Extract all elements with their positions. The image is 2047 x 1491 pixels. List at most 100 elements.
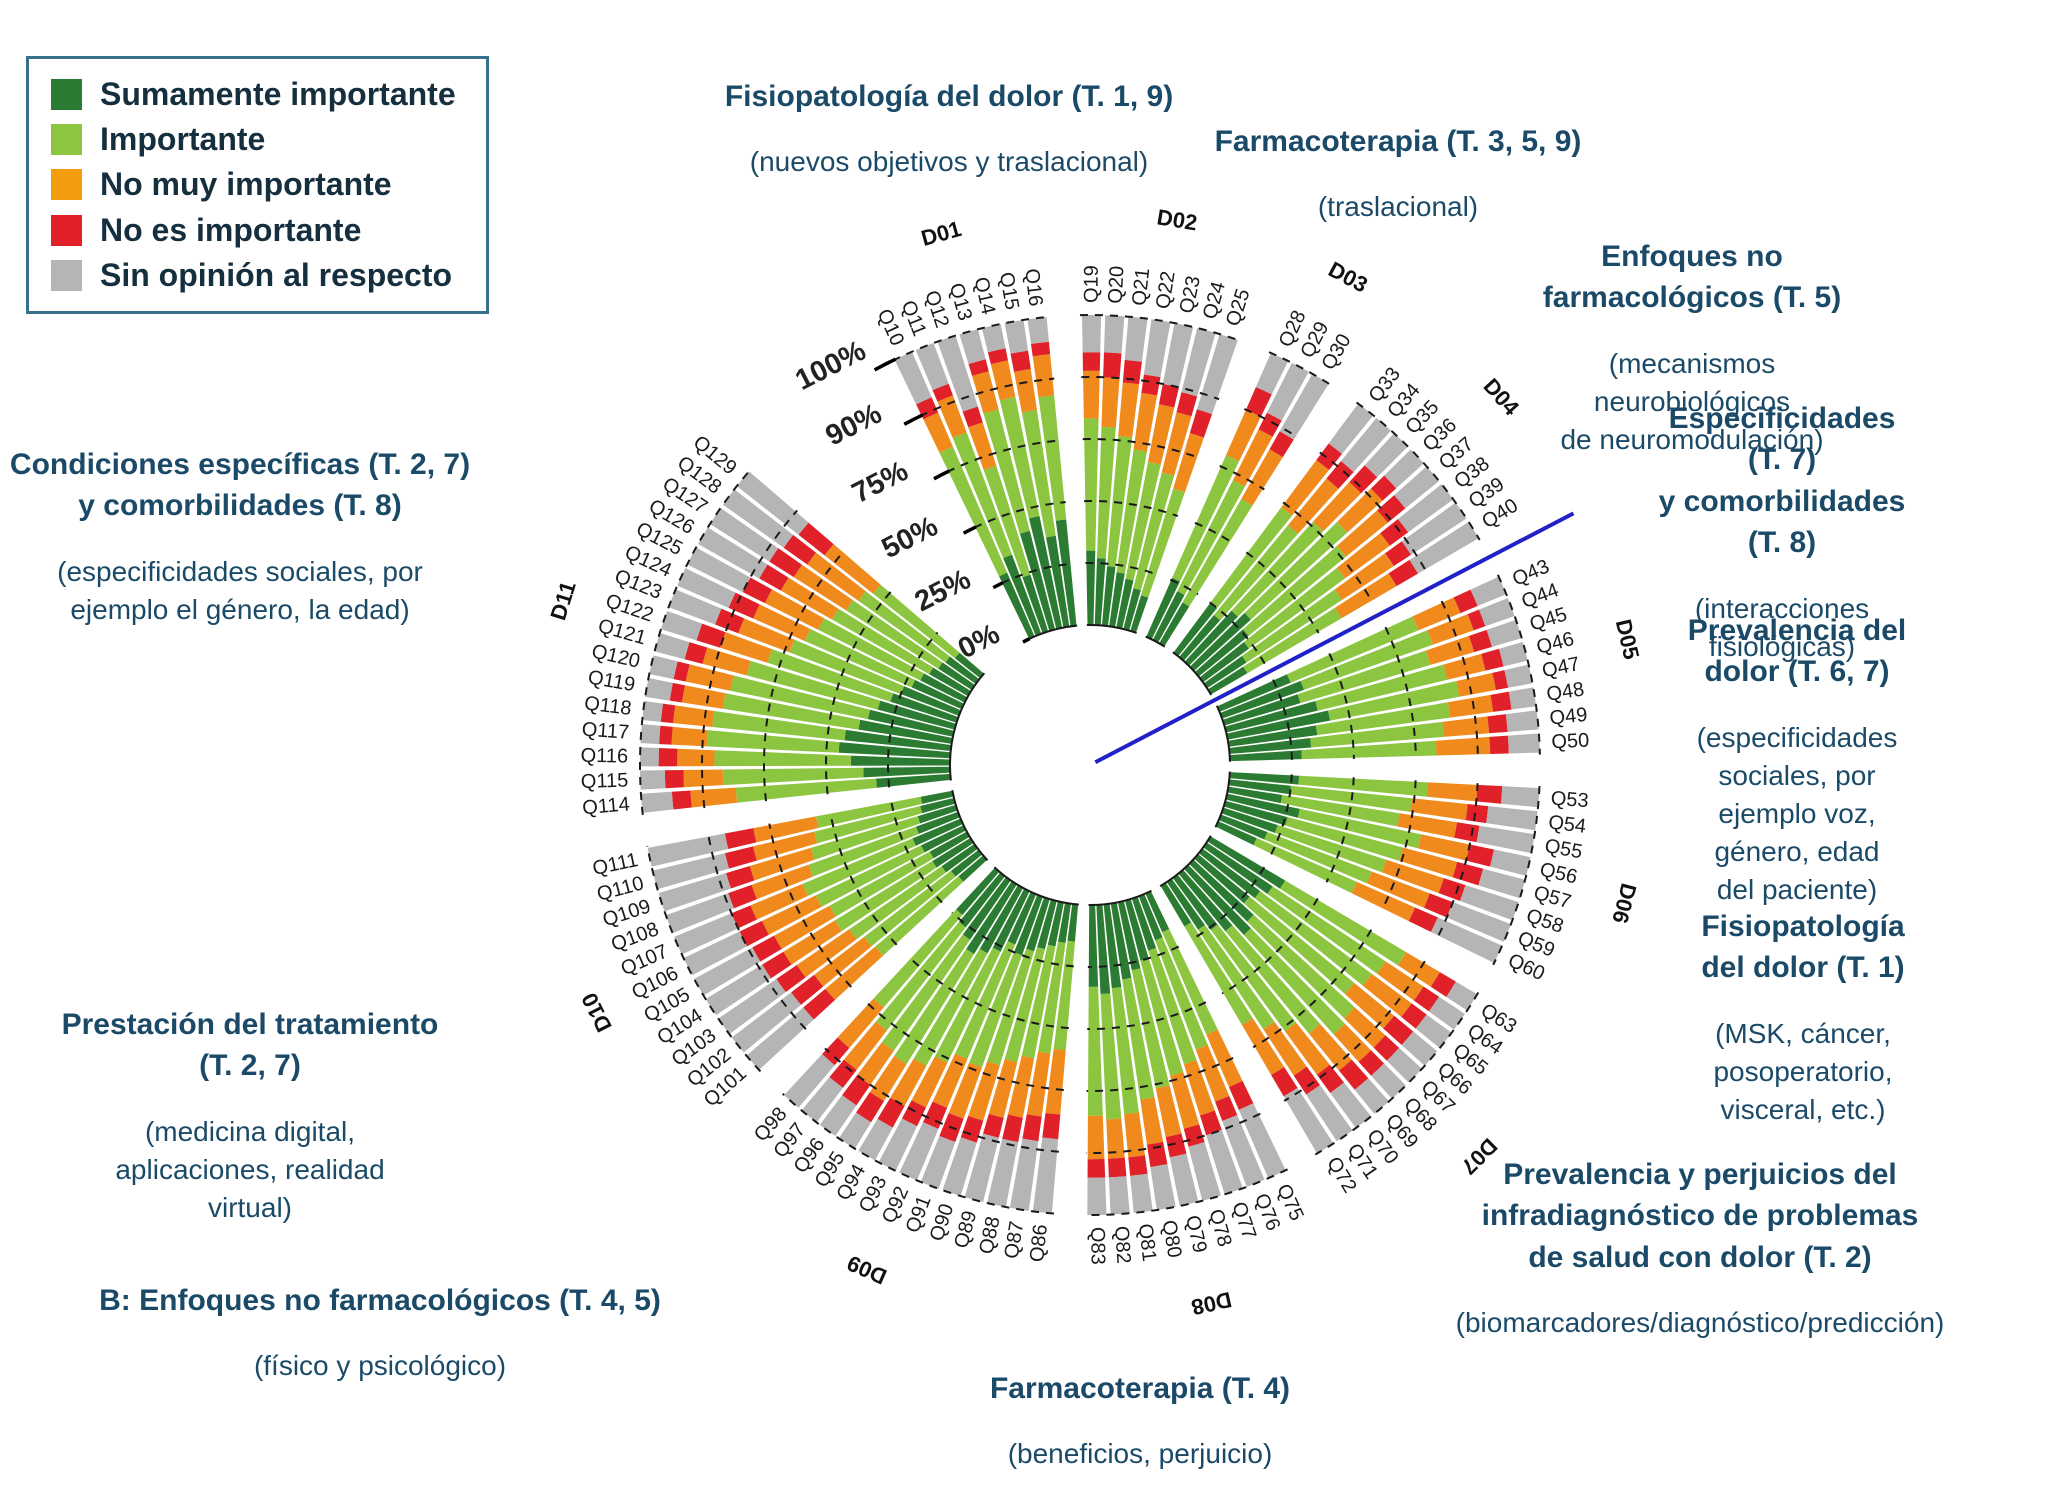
- bar-Q25-segment-0: [1130, 595, 1149, 633]
- bar-Q72-segment-2: [1241, 1018, 1285, 1076]
- grid-arc-50: [973, 501, 1066, 529]
- domain-D10: Q101Q102Q103Q104Q105Q106Q107Q108Q109Q110…: [576, 789, 989, 1111]
- bar-Q11-segment-2: [937, 395, 967, 438]
- bar-Q82-segment-2: [1106, 1118, 1125, 1159]
- annotation-farmacoterapia-d08: Farmacoterapia (T. 4) (beneficios, perju…: [990, 1350, 1290, 1491]
- bar-Q23-segment-2: [1147, 404, 1175, 465]
- question-label-Q19: Q19: [1081, 265, 1103, 303]
- bar-Q45-segment-2: [1425, 635, 1475, 665]
- bar-Q83-segment-2: [1087, 1115, 1105, 1160]
- bar-Q72-segment-1: [1184, 922, 1253, 1026]
- bar-Q15-segment-4: [1004, 319, 1029, 354]
- bar-Q49-segment-4: [1505, 710, 1539, 732]
- grid-arc-100: [781, 1092, 1054, 1215]
- bar-Q34-segment-2: [1288, 478, 1339, 534]
- grid-arc-90: [824, 1047, 1059, 1153]
- bar-Q43-segment-4: [1470, 576, 1507, 607]
- annotation-enfoques-no-farmacologicos-d09: B: Enfoques no farmacológicos (T. 4, 5) …: [99, 1262, 661, 1403]
- axis-label-75: 75%: [847, 455, 913, 510]
- bar-Q46-segment-4: [1499, 642, 1528, 667]
- grid-arc-25: [1001, 562, 1072, 585]
- grid-arc-90: [1319, 451, 1427, 572]
- bar-Q81-segment-3: [1128, 1155, 1148, 1176]
- grid-arc-100: [1079, 314, 1241, 342]
- bar-Q16-segment-1: [1038, 395, 1067, 521]
- grid-arc-90: [1436, 783, 1479, 938]
- grid-arc-100: [1492, 785, 1541, 966]
- grid-arc-25: [1169, 578, 1199, 596]
- bar-Q28-segment-4: [1255, 352, 1289, 395]
- bar-Q108-segment-4: [665, 893, 734, 934]
- bar-Q72-segment-0: [1160, 882, 1192, 927]
- bar-Q120-segment-2: [685, 664, 734, 691]
- bar-Q33-segment-4: [1328, 403, 1374, 454]
- bar-Q70-segment-0: [1172, 874, 1218, 930]
- grid-arc-75: [1082, 438, 1199, 459]
- annotation-subtitle: (traslacional): [1317, 191, 1479, 223]
- bar-Q82-segment-0: [1096, 904, 1111, 995]
- bar-Q128-segment-0: [945, 656, 980, 685]
- question-label-Q114: Q114: [581, 793, 630, 819]
- bar-Q119-segment-1: [722, 693, 861, 730]
- bar-Q109-segment-1: [810, 816, 921, 860]
- bar-Q34-segment-3: [1326, 461, 1354, 489]
- bar-Q81-segment-0: [1103, 903, 1122, 989]
- bar-Q87-segment-2: [1026, 1051, 1051, 1117]
- legend-item-no-muy-importante: No muy importante: [51, 167, 456, 202]
- bar-Q19-segment-1: [1083, 418, 1099, 551]
- bar-Q102-segment-0: [950, 849, 983, 877]
- bar-Q95-segment-1: [894, 949, 975, 1065]
- bar-Q107-segment-4: [674, 913, 739, 955]
- annotation-title: Prevalencia y perjuicios del infradiagnó…: [1481, 1158, 1919, 1274]
- bar-Q128-segment-3: [783, 534, 817, 565]
- bar-Q126-segment-4: [698, 527, 768, 579]
- grid-arc-50: [825, 591, 892, 795]
- bar-Q98-segment-3: [822, 1037, 850, 1066]
- bar-Q44-segment-1: [1300, 630, 1433, 690]
- bar-Q30-segment-4: [1279, 373, 1329, 440]
- domain-D11: Q114Q115Q116Q117Q118Q119Q120Q121Q122Q123…: [545, 431, 986, 819]
- annotation-subtitle: (interacciones fisiológicas): [1694, 592, 1870, 662]
- bar-Q64-segment-4: [1428, 996, 1465, 1030]
- bar-Q80-segment-1: [1122, 977, 1155, 1100]
- axis-tick-50: [962, 525, 977, 535]
- bar-Q119-segment-0: [858, 719, 953, 744]
- annotation-subtitle: (especificidades sociales, por ejemplo e…: [57, 555, 423, 625]
- bar-Q48-segment-3: [1490, 691, 1512, 712]
- bar-Q13-segment-2: [972, 371, 999, 414]
- bar-Q118-segment-0: [844, 729, 952, 751]
- bar-Q121-segment-1: [746, 660, 881, 710]
- bar-Q97-segment-3: [829, 1059, 857, 1088]
- bar-Q35-segment-2: [1313, 481, 1362, 532]
- bar-Q123-segment-2: [738, 618, 795, 653]
- question-label-Q88: Q88: [975, 1215, 1004, 1257]
- bar-Q55-segment-2: [1397, 813, 1458, 838]
- axis-label-50: 50%: [877, 510, 943, 565]
- bar-Q108-segment-0: [915, 811, 961, 834]
- bar-Q56-segment-1: [1297, 808, 1422, 849]
- bar-Q115-segment-4: [640, 770, 666, 790]
- bar-Q94-segment-3: [877, 1097, 905, 1128]
- grid-arc-25: [1190, 866, 1266, 941]
- bar-Q109-segment-4: [658, 873, 731, 912]
- bar-Q68-segment-2: [1333, 1023, 1372, 1062]
- bar-Q47-segment-4: [1504, 664, 1533, 688]
- bar-Q77-segment-1: [1148, 947, 1197, 1065]
- axis-label-100: 100%: [790, 335, 871, 397]
- bar-Q25-segment-3: [1189, 409, 1213, 438]
- bar-Q38-segment-1: [1243, 567, 1346, 649]
- bar-Q47-segment-3: [1492, 670, 1509, 691]
- annotation-prevalencia-perjuicios-d07: Prevalencia y perjuicios del infradiagnó…: [1456, 1136, 1945, 1360]
- grid-arc-25: [1272, 679, 1293, 761]
- bar-Q86-segment-3: [1042, 1112, 1061, 1140]
- grid-arc-100: [1085, 1168, 1288, 1216]
- bar-Q87-segment-1: [1038, 941, 1066, 1054]
- bar-Q44-segment-2: [1427, 614, 1474, 645]
- bar-Q79-segment-2: [1155, 1085, 1182, 1138]
- annotation-subtitle: (especificidades sociales, por ejemplo v…: [1696, 721, 1898, 906]
- bar-Q21-segment-0: [1101, 566, 1116, 627]
- bar-Q67-segment-1: [1247, 914, 1355, 1019]
- bar-Q86-segment-1: [1053, 940, 1075, 1051]
